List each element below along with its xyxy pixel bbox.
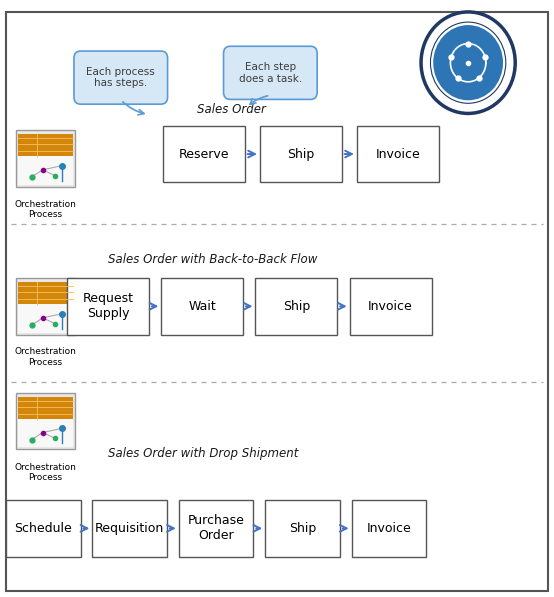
Text: Orchestration
Process: Orchestration Process [14, 347, 76, 367]
FancyBboxPatch shape [357, 126, 439, 183]
FancyBboxPatch shape [351, 500, 427, 556]
FancyBboxPatch shape [260, 126, 342, 183]
Text: Wait: Wait [188, 300, 216, 313]
FancyBboxPatch shape [6, 12, 548, 591]
Text: Reserve: Reserve [178, 147, 229, 161]
FancyBboxPatch shape [18, 156, 73, 185]
FancyBboxPatch shape [74, 51, 168, 104]
Circle shape [433, 25, 503, 100]
FancyBboxPatch shape [161, 278, 243, 334]
Text: Invoice: Invoice [367, 522, 411, 535]
FancyBboxPatch shape [350, 278, 432, 334]
Text: Request
Supply: Request Supply [83, 293, 134, 320]
Text: Ship: Ship [283, 300, 310, 313]
FancyBboxPatch shape [6, 500, 81, 556]
Text: Sales Order with Drop Shipment: Sales Order with Drop Shipment [108, 447, 299, 460]
Text: Requisition: Requisition [95, 522, 164, 535]
FancyBboxPatch shape [18, 396, 73, 420]
FancyBboxPatch shape [255, 278, 337, 334]
Text: Each step
does a task.: Each step does a task. [239, 62, 302, 84]
FancyBboxPatch shape [17, 393, 74, 449]
FancyBboxPatch shape [18, 304, 73, 333]
Text: Schedule: Schedule [14, 522, 72, 535]
Text: Sales Order with Back-to-Back Flow: Sales Order with Back-to-Back Flow [108, 253, 317, 266]
Text: Sales Order: Sales Order [197, 103, 265, 116]
Text: Ship: Ship [289, 522, 316, 535]
FancyBboxPatch shape [163, 126, 245, 183]
Text: Each process
has steps.: Each process has steps. [86, 67, 155, 88]
FancyBboxPatch shape [18, 282, 73, 305]
Text: Ship: Ship [287, 147, 315, 161]
Text: Orchestration
Process: Orchestration Process [14, 200, 76, 219]
FancyBboxPatch shape [18, 134, 73, 157]
Text: Purchase
Order: Purchase Order [188, 515, 244, 542]
Text: Orchestration
Process: Orchestration Process [14, 463, 76, 482]
Text: Invoice: Invoice [376, 147, 420, 161]
FancyBboxPatch shape [67, 278, 149, 334]
FancyBboxPatch shape [223, 47, 317, 99]
FancyBboxPatch shape [18, 419, 73, 448]
FancyBboxPatch shape [17, 130, 74, 186]
Text: Invoice: Invoice [368, 300, 413, 313]
FancyBboxPatch shape [178, 500, 254, 556]
FancyBboxPatch shape [265, 500, 340, 556]
FancyBboxPatch shape [17, 278, 74, 334]
FancyBboxPatch shape [92, 500, 167, 556]
